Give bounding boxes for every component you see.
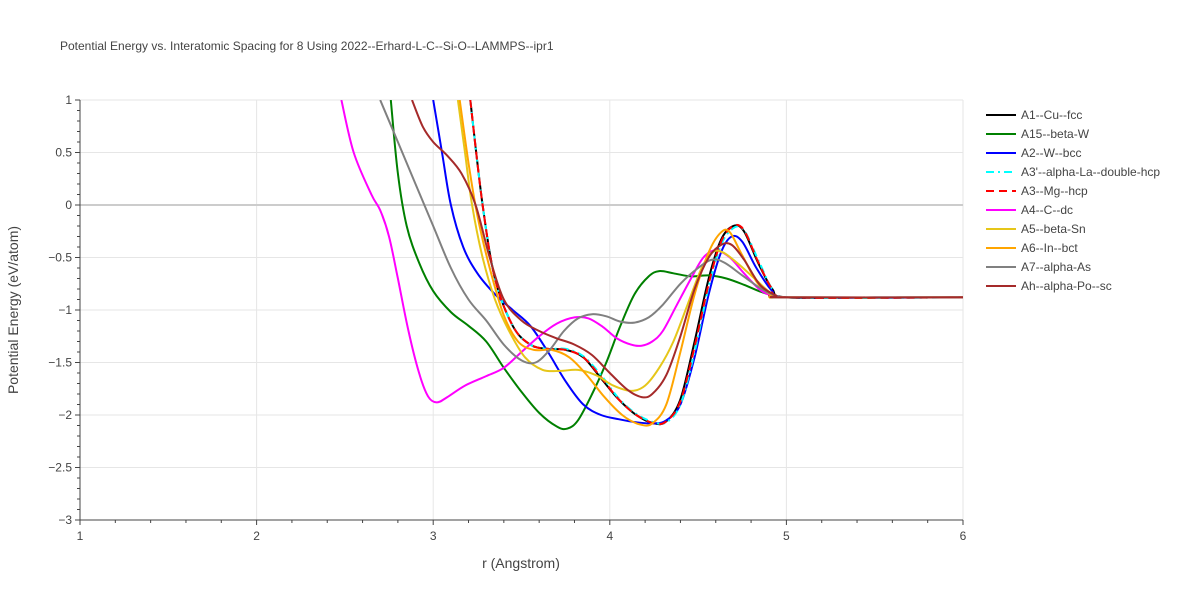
legend-item-a7-alpha-as[interactable]: A7--alpha-As — [986, 260, 1091, 274]
y-tick-label: 0.5 — [55, 146, 72, 160]
y-tick-label: −2.5 — [48, 461, 72, 475]
y-tick-label: −1 — [58, 303, 72, 317]
legend-item-a2-w-bcc[interactable]: A2--W--bcc — [986, 146, 1081, 160]
series-group — [340, 100, 963, 431]
y-tick-label: −1.5 — [48, 356, 72, 370]
x-axis-label: r (Angstrom) — [482, 555, 560, 571]
y-tick-label: −0.5 — [48, 251, 72, 265]
legend-label: A5--beta-Sn — [1021, 222, 1086, 236]
axes: 1 2 3 4 5 6 1 0.5 0 −0.5 −1 −1.5 −2 −2.5 −3 — [48, 93, 966, 543]
legend-label: A3'--alpha-La--double-hcp — [1021, 165, 1160, 179]
legend-item-a1-cu-fcc[interactable]: A1--Cu--fcc — [986, 108, 1082, 122]
series-line-a3-alpha-la-double-hcp — [469, 100, 963, 425]
legend-item-a15-beta-w[interactable]: A15--beta-W — [986, 127, 1090, 141]
series-line-a15-beta-w — [389, 100, 963, 431]
x-tick-label: 4 — [606, 529, 613, 543]
legend-label: A15--beta-W — [1021, 127, 1090, 141]
legend-item-ah-alpha-po-sc[interactable]: Ah--alpha-Po--sc — [986, 279, 1112, 293]
y-tick-label: −2 — [58, 408, 72, 422]
legend-item-a3-mg-hcp[interactable]: A3--Mg--hcp — [986, 184, 1088, 198]
legend[interactable]: A1--Cu--fcc A15--beta-W A2--W--bcc A3'--alp… — [986, 108, 1160, 293]
series-line-a5-beta-sn — [456, 100, 963, 392]
x-tick-label: 5 — [783, 529, 790, 543]
legend-item-a6-in-bct[interactable]: A6--In--bct — [986, 241, 1078, 255]
legend-item-a4-c-dc[interactable]: A4--C--dc — [986, 203, 1073, 217]
legend-label: A6--In--bct — [1021, 241, 1078, 255]
chart-title: Potential Energy vs. Interatomic Spacing… — [60, 39, 554, 53]
x-tick-label: 3 — [430, 529, 437, 543]
y-tick-label: −3 — [58, 513, 72, 527]
y-tick-label: 1 — [65, 93, 72, 107]
legend-item-a5-beta-sn[interactable]: A5--beta-Sn — [986, 222, 1086, 236]
legend-label: A7--alpha-As — [1021, 260, 1091, 274]
legend-label: A4--C--dc — [1021, 203, 1073, 217]
legend-label: A2--W--bcc — [1021, 146, 1081, 160]
x-tick-label: 2 — [253, 529, 260, 543]
legend-item-a3-alpha-la-double-hcp[interactable]: A3'--alpha-La--double-hcp — [986, 165, 1160, 179]
series-line-ah-alpha-po-sc — [411, 100, 963, 399]
y-axis-label: Potential Energy (eV/atom) — [5, 226, 21, 394]
x-tick-label: 1 — [77, 529, 84, 543]
legend-label: A1--Cu--fcc — [1021, 108, 1082, 122]
legend-label: A3--Mg--hcp — [1021, 184, 1088, 198]
y-tick-label: 0 — [65, 198, 72, 212]
legend-label: Ah--alpha-Po--sc — [1021, 279, 1112, 293]
x-tick-label: 6 — [960, 529, 967, 543]
series-line-a7-alpha-as — [379, 100, 963, 365]
